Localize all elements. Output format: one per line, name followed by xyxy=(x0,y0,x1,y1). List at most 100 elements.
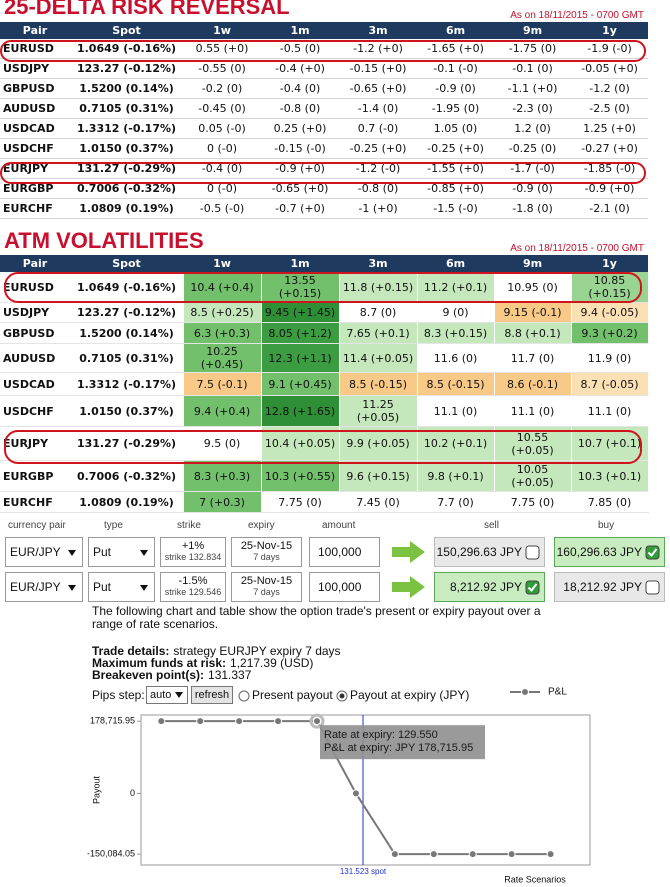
pair: EURCHF xyxy=(0,491,71,513)
type-select[interactable]: Put xyxy=(88,572,155,602)
y-tick-label: 178,715.95 xyxy=(90,716,135,726)
value-cell: 7 (+0.3) xyxy=(183,491,262,513)
value-cell: 11.8 (+0.15) xyxy=(339,272,418,303)
description: The following chart and table show the o… xyxy=(92,604,541,631)
value-cell: 10.2 (+0.1) xyxy=(417,426,495,461)
form-column-label: currency pair xyxy=(8,520,66,531)
checkbox[interactable] xyxy=(525,580,540,595)
pair: EURCHF xyxy=(0,198,70,219)
pair: EURGBP xyxy=(0,460,71,492)
value-cell: -0.4 (+0) xyxy=(261,58,339,79)
value-cell: -0.9 (0) xyxy=(417,78,494,99)
expiry-box[interactable]: 25-Nov-15 7 days xyxy=(231,537,302,567)
table-row: EURGBP 0.7006 (-0.32%) 0 (-0) -0.65 (+0) -0.… xyxy=(0,178,648,199)
pips-select[interactable]: auto xyxy=(146,686,188,704)
value-cell: 10.25 (+0.45) xyxy=(183,343,262,373)
type-select-value: Put xyxy=(93,580,112,594)
amount-value: 100,000 xyxy=(318,580,362,594)
radio[interactable] xyxy=(336,690,348,702)
checkbox-box xyxy=(645,545,660,560)
value-cell: -0.1 (0) xyxy=(494,58,571,79)
value-cell: 9.6 (+0.15) xyxy=(339,460,418,492)
section-title: 25-DELTA RISK REVERSAL xyxy=(4,0,290,19)
checkbox[interactable] xyxy=(645,545,660,560)
pair-select-value: EUR/JPY xyxy=(10,580,61,594)
pair-select[interactable]: EUR/JPY xyxy=(5,537,83,567)
value-cell: -1.1 (+0) xyxy=(494,78,571,99)
value-cell: -0.55 (0) xyxy=(183,58,261,79)
hover-halo xyxy=(309,713,325,729)
caret xyxy=(140,550,148,556)
value-cell: 9 (0) xyxy=(417,302,495,323)
value-cell: -1.4 (0) xyxy=(339,98,417,119)
detail-value: 131.337 xyxy=(208,668,252,682)
legend-label: P&L xyxy=(548,687,567,698)
table-row: EURGBP 0.7006 (-0.32%) 8.3 (+0.3) 10.3 (+0.… xyxy=(0,460,649,492)
y-axis-label: Payout xyxy=(91,775,101,804)
detail-value: 1,217.39 (USD) xyxy=(230,656,314,670)
table-row: AUDUSD 0.7105 (0.31%) -0.45 (0) -0.8 (0) -1.… xyxy=(0,98,648,119)
table-row: EURCHF 1.0809 (0.19%) 7 (+0.3) 7.75 (0) 7.45… xyxy=(0,491,649,513)
detail-line: Breakeven point(s): 131.337 xyxy=(92,669,251,682)
pair: USDJPY xyxy=(0,302,71,323)
spot: 1.0150 (0.37%) xyxy=(70,395,184,427)
value-cell: 7.65 (+0.1) xyxy=(339,322,418,344)
radio[interactable] xyxy=(238,690,250,702)
spot: 0.7105 (0.31%) xyxy=(70,343,184,373)
form-column-label: amount xyxy=(322,520,356,531)
refresh-button[interactable]: refresh xyxy=(191,686,233,704)
strike-box-detail: strike 132.834 xyxy=(164,552,222,562)
buy-option[interactable]: 160,296.63 JPY xyxy=(554,537,665,567)
pair: USDCAD xyxy=(0,118,70,139)
strike-box[interactable]: +1% strike 132.834 xyxy=(160,537,226,567)
spot: 1.0809 (0.19%) xyxy=(70,491,184,513)
spot: 123.27 (-0.12%) xyxy=(70,302,184,323)
caret xyxy=(68,550,76,556)
value-cell: 0.25 (+0) xyxy=(261,118,339,139)
series-point xyxy=(507,850,516,859)
value-cell: 9.4 (+0.4) xyxy=(183,395,262,427)
checkbox[interactable] xyxy=(525,545,540,560)
value-cell: -0.15 (+0) xyxy=(339,58,417,79)
spot: 123.27 (-0.12%) xyxy=(70,58,183,79)
strike-box[interactable]: -1.5% strike 129.546 xyxy=(160,572,226,602)
value-cell: 9.3 (+0.2) xyxy=(571,322,649,344)
expiry-box[interactable]: 25-Nov-15 7 days xyxy=(231,572,302,602)
column-header: 1y xyxy=(571,22,648,39)
value-cell: -0.1 (-0) xyxy=(417,58,494,79)
checkbox-box xyxy=(525,545,540,560)
amount-input[interactable]: 100,000 xyxy=(309,572,380,602)
value-cell: 9.4 (-0.05) xyxy=(571,302,649,323)
buy-option[interactable]: 18,212.92 JPY xyxy=(554,572,665,602)
value-cell: -1.2 (+0) xyxy=(339,39,417,59)
type-select[interactable]: Put xyxy=(88,537,155,567)
value-cell: 0.7 (-0) xyxy=(339,118,417,139)
strike-box-main: -1.5% xyxy=(178,575,208,587)
section-title: ATM VOLATILITIES xyxy=(4,228,204,253)
sell-option[interactable]: 8,212.92 JPY xyxy=(434,572,545,602)
amount-input[interactable]: 100,000 xyxy=(309,537,380,567)
value-cell: -0.25 (+0) xyxy=(417,138,494,159)
table-row: USDJPY 123.27 (-0.12%) 8.5 (+0.25) 9.45 (+1… xyxy=(0,302,649,323)
value-cell: -1.9 (-0) xyxy=(571,39,648,59)
spot: 1.3312 (-0.17%) xyxy=(70,372,184,396)
value-cell: 11.6 (0) xyxy=(417,343,495,373)
pips-value: auto xyxy=(150,689,172,701)
sell-option[interactable]: 150,296.63 JPY xyxy=(434,537,545,567)
value-cell: -1.2 (0) xyxy=(571,78,648,99)
header-row: Pair Spot 1w 1m 3m 6m 9m 1y xyxy=(0,255,648,272)
value-cell: 8.7 (-0.05) xyxy=(571,372,649,396)
pair-select[interactable]: EUR/JPY xyxy=(5,572,83,602)
value-cell: -0.5 (0) xyxy=(261,39,339,59)
value-cell: -1.75 (0) xyxy=(494,39,571,59)
y-tick-label: -150,084.05 xyxy=(87,848,135,858)
value-cell: 7.75 (0) xyxy=(261,491,340,513)
value-cell: 11.25 (+0.05) xyxy=(339,395,418,427)
spot: 1.5200 (0.14%) xyxy=(70,78,183,99)
pair: AUDUSD xyxy=(0,343,71,373)
value-cell: -1.8 (0) xyxy=(494,198,571,219)
caret xyxy=(140,585,148,591)
column-header: 9m xyxy=(494,22,571,39)
buy-price: 18,212.92 JPY xyxy=(563,580,642,594)
checkbox[interactable] xyxy=(645,580,660,595)
